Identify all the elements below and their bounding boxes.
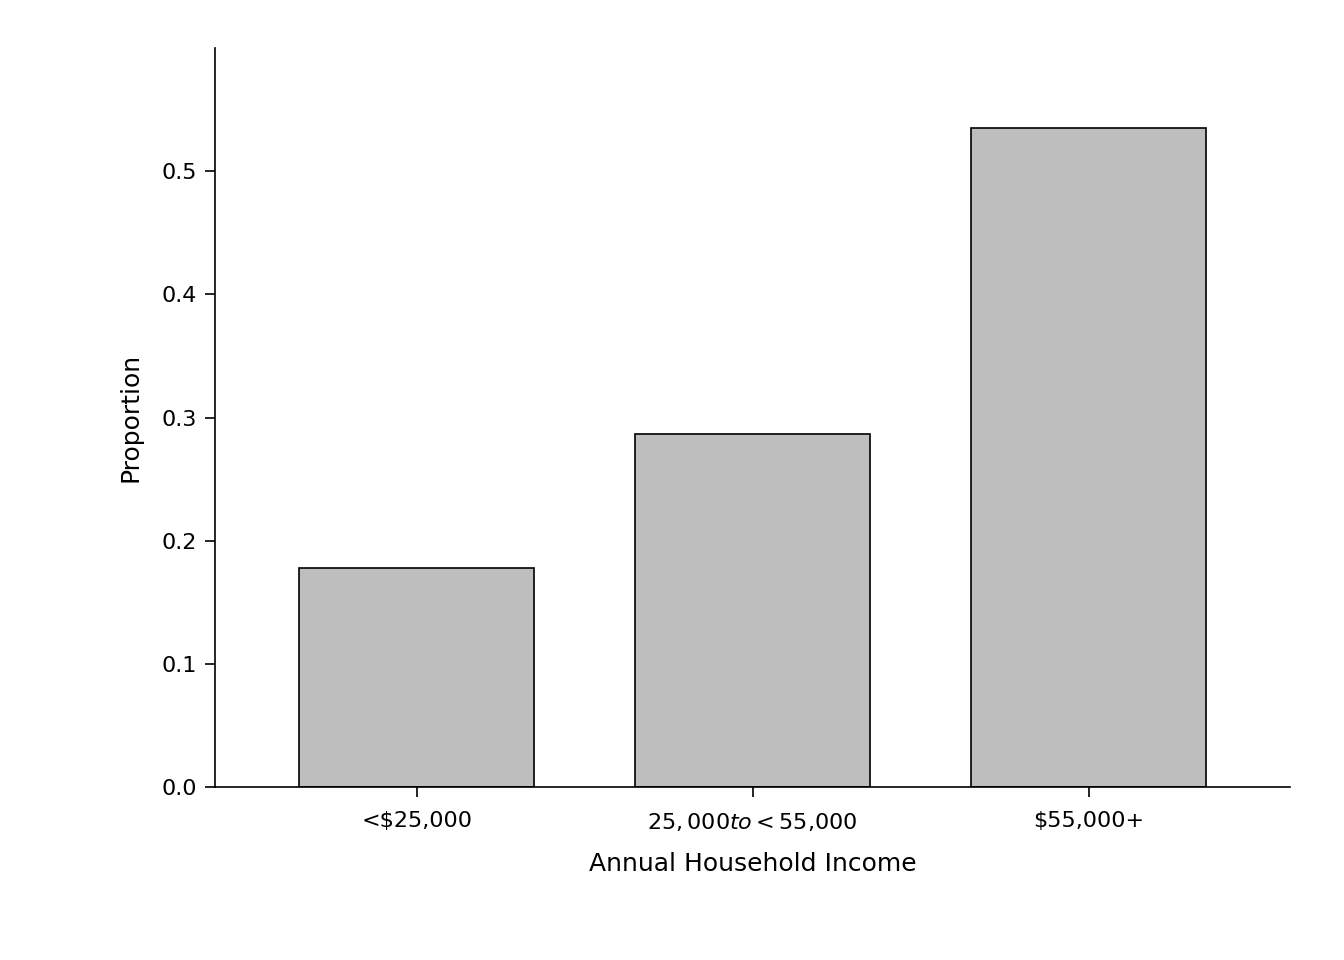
X-axis label: Annual Household Income: Annual Household Income bbox=[589, 852, 917, 876]
Bar bbox=[634, 434, 871, 787]
Y-axis label: Proportion: Proportion bbox=[118, 353, 142, 482]
Bar bbox=[298, 568, 534, 787]
Bar bbox=[970, 128, 1206, 787]
